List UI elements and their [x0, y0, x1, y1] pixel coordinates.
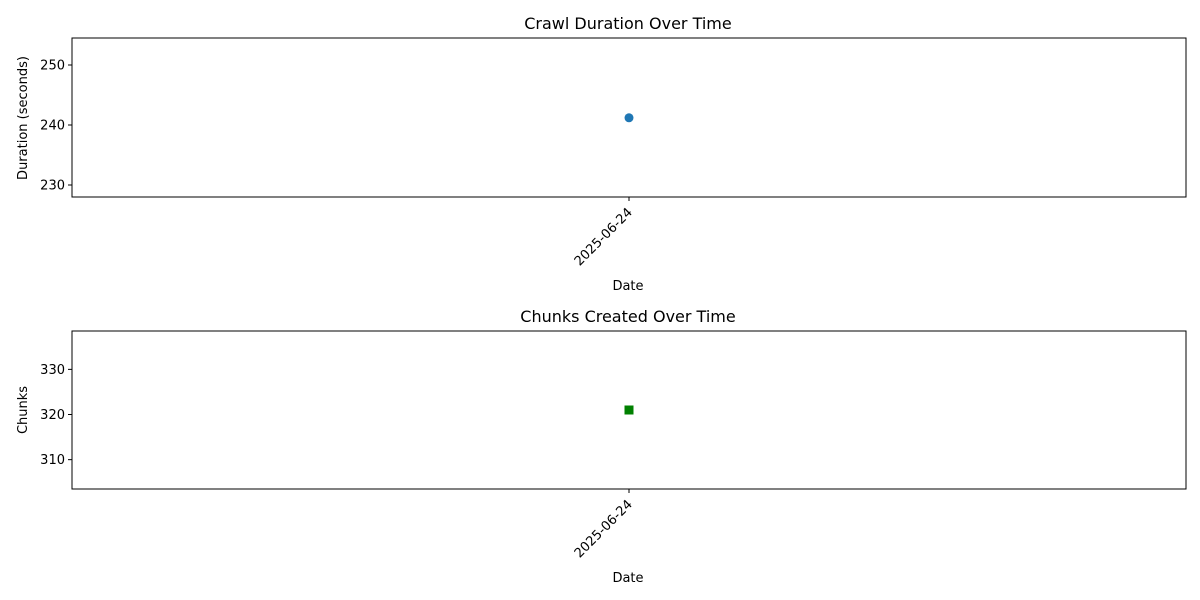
- data-points: [624, 113, 634, 123]
- y-axis-label: Duration (seconds): [16, 56, 31, 180]
- y-tick-label: 240: [40, 119, 65, 134]
- y-tick-label: 320: [40, 408, 65, 423]
- x-tick-label: 2025-06-24: [572, 497, 636, 561]
- data-points: [624, 405, 634, 415]
- x-axis-label: Date: [612, 571, 643, 586]
- chart-title: Crawl Duration Over Time: [524, 14, 731, 33]
- data-point: [624, 405, 634, 415]
- data-point: [624, 113, 634, 123]
- chart-title: Chunks Created Over Time: [520, 307, 735, 326]
- y-tick-label: 250: [40, 59, 65, 74]
- x-tick-label: 2025-06-24: [572, 205, 636, 269]
- crawl-duration-chart: Crawl Duration Over Time 230 240 250 2025-…: [16, 14, 1187, 294]
- x-axis-label: Date: [612, 279, 643, 294]
- y-tick-label: 230: [40, 179, 65, 194]
- y-axis: 310 320 330: [40, 363, 72, 468]
- y-axis-label: Chunks: [16, 386, 31, 434]
- x-axis: 2025-06-24: [572, 489, 636, 561]
- y-tick-label: 310: [40, 453, 65, 468]
- x-axis: 2025-06-24: [572, 197, 636, 269]
- chunks-created-chart: Chunks Created Over Time 310 320 330 2025-…: [16, 307, 1187, 586]
- y-tick-label: 330: [40, 363, 65, 378]
- y-axis: 230 240 250: [40, 59, 72, 194]
